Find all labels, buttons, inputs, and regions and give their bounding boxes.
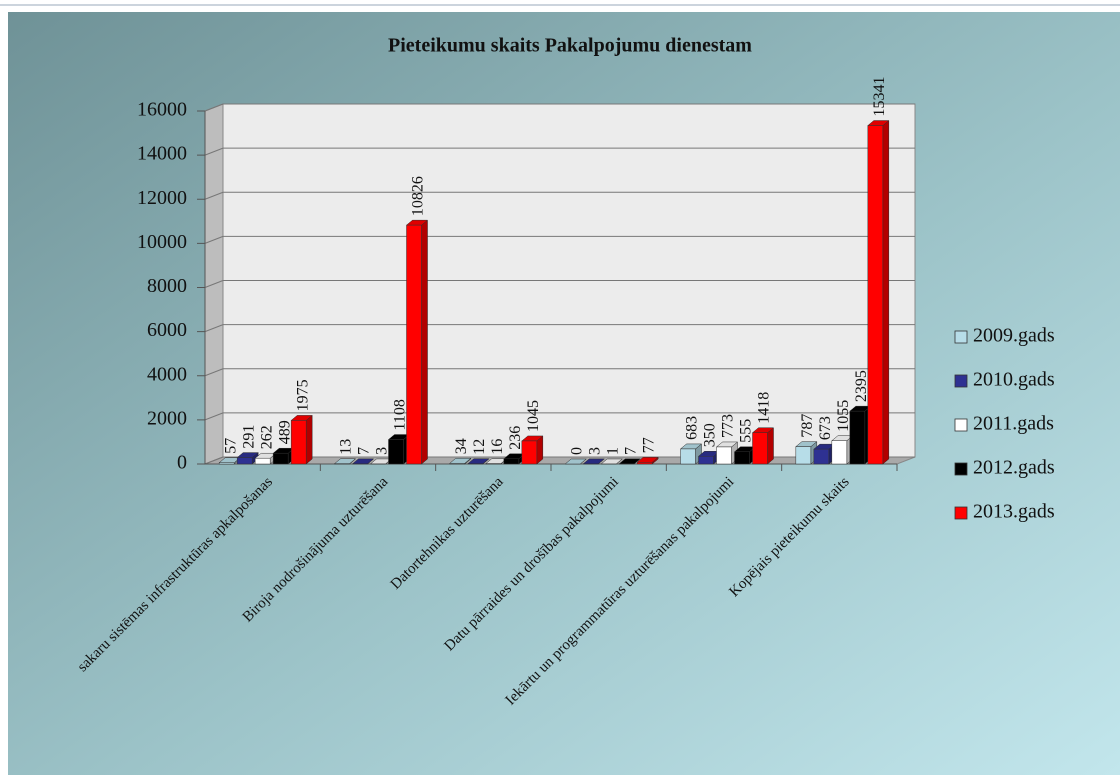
bar bbox=[796, 447, 811, 464]
bar bbox=[450, 463, 465, 464]
value-label: 673 bbox=[817, 416, 834, 440]
value-label: 489 bbox=[276, 420, 293, 444]
legend-label: 2011.gads bbox=[973, 413, 1054, 435]
y-tick-label: 16000 bbox=[137, 99, 187, 121]
value-label: 555 bbox=[738, 419, 755, 443]
value-label: 13 bbox=[338, 439, 355, 455]
value-label: 0 bbox=[568, 447, 585, 455]
value-label: 7 bbox=[622, 447, 639, 455]
bar bbox=[407, 225, 422, 464]
bar-side-shade bbox=[883, 121, 889, 464]
bar bbox=[237, 458, 252, 464]
value-label: 236 bbox=[507, 426, 524, 450]
bar bbox=[699, 456, 714, 464]
bar bbox=[389, 440, 404, 464]
value-label: 3 bbox=[374, 447, 391, 455]
value-label: 1055 bbox=[835, 400, 852, 432]
value-label: 16 bbox=[489, 439, 506, 455]
value-label: 262 bbox=[258, 425, 275, 449]
legend-label: 2013.gads bbox=[973, 501, 1055, 523]
bar bbox=[522, 441, 537, 464]
y-tick-label: 4000 bbox=[147, 363, 187, 385]
bar-side-shade bbox=[306, 415, 312, 464]
bar bbox=[868, 126, 883, 464]
bar bbox=[717, 447, 732, 464]
bar bbox=[504, 459, 519, 464]
y-tick-label: 10000 bbox=[137, 231, 187, 253]
bar bbox=[219, 463, 234, 464]
chart-title: Pieteikumu skaits Pakalpojumu dienestam bbox=[388, 35, 752, 57]
value-label: 1418 bbox=[756, 392, 773, 424]
legend-swatch bbox=[955, 507, 967, 519]
value-label: 1045 bbox=[525, 400, 542, 432]
value-label: 773 bbox=[720, 414, 737, 438]
bar bbox=[291, 420, 306, 464]
legend-label: 2012.gads bbox=[973, 457, 1055, 479]
y-tick-label: 2000 bbox=[147, 407, 187, 429]
value-label: 787 bbox=[799, 414, 816, 438]
bar bbox=[753, 433, 768, 464]
bar-side-shade bbox=[422, 220, 428, 464]
value-label: 7 bbox=[356, 447, 373, 455]
value-label: 683 bbox=[684, 416, 701, 440]
y-tick-label: 6000 bbox=[147, 319, 187, 341]
value-label: 2395 bbox=[853, 370, 870, 402]
legend-label: 2010.gads bbox=[973, 369, 1055, 391]
bar bbox=[832, 441, 847, 464]
legend-label: 2009.gads bbox=[973, 325, 1055, 347]
bar bbox=[814, 449, 829, 464]
bar bbox=[273, 453, 288, 464]
value-label: 291 bbox=[240, 425, 257, 449]
legend-swatch bbox=[955, 375, 967, 387]
value-label: 3 bbox=[586, 447, 603, 455]
value-label: 15341 bbox=[871, 77, 888, 117]
y-tick-label: 0 bbox=[177, 452, 187, 474]
bar bbox=[255, 458, 270, 464]
legend-swatch bbox=[955, 419, 967, 431]
bar bbox=[850, 411, 865, 464]
value-label: 1975 bbox=[294, 379, 311, 411]
value-label: 350 bbox=[702, 423, 719, 447]
legend-swatch bbox=[955, 331, 967, 343]
value-label: 1108 bbox=[392, 399, 409, 430]
bar bbox=[681, 449, 696, 464]
y-tick-label: 14000 bbox=[137, 143, 187, 165]
value-label: 12 bbox=[471, 439, 488, 455]
bar bbox=[637, 462, 652, 464]
bar bbox=[735, 452, 750, 464]
value-label: 77 bbox=[640, 437, 657, 453]
value-label: 10826 bbox=[410, 176, 427, 216]
y-tick-label: 12000 bbox=[137, 187, 187, 209]
y-tick-label: 8000 bbox=[147, 275, 187, 297]
value-label: 34 bbox=[453, 438, 470, 454]
bar-side-shade bbox=[768, 428, 774, 464]
value-label: 1 bbox=[604, 447, 621, 455]
value-label: 57 bbox=[222, 438, 239, 454]
legend-swatch bbox=[955, 463, 967, 475]
